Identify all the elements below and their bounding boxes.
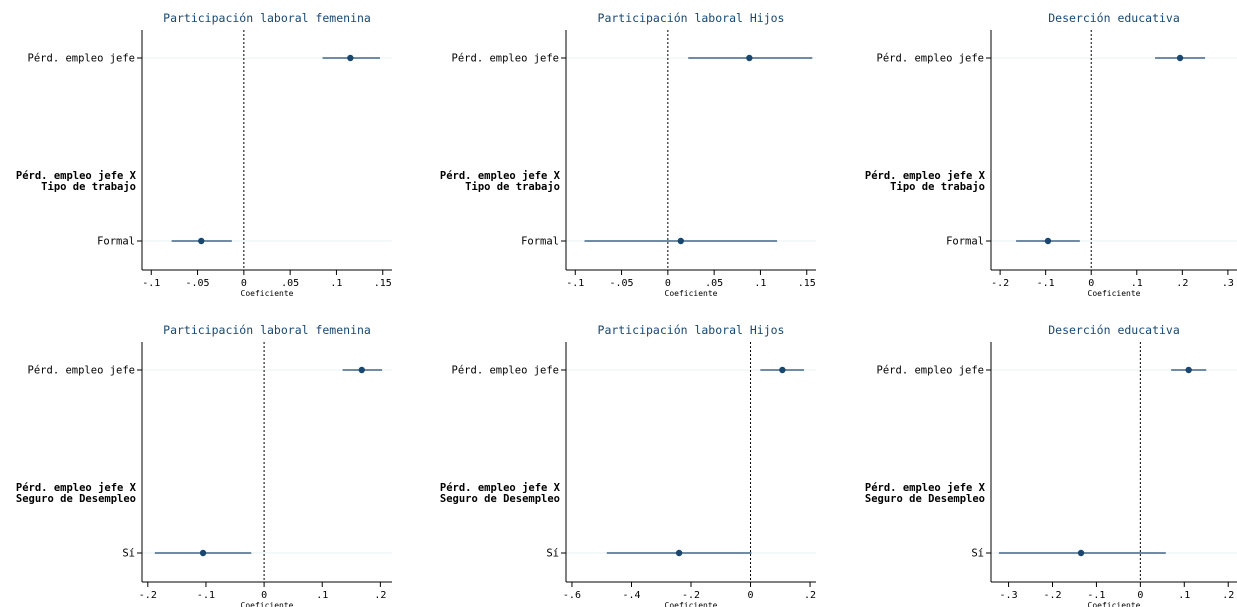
row-label: Sí (546, 548, 559, 560)
x-tick-label: .05 (705, 278, 723, 289)
group-label: Seguro de Desempleo (16, 493, 136, 505)
group-label: Pérd. empleo jefe X (440, 170, 561, 182)
panel-title: Participación laboral femenina (163, 11, 371, 25)
x-tick-label: .15 (374, 278, 392, 289)
x-axis-title: Coeficiente (665, 289, 718, 298)
x-tick-label: -.1 (142, 278, 160, 289)
point-estimate (1077, 549, 1085, 557)
point-estimate (347, 54, 354, 62)
x-tick-label: .3 (1222, 278, 1234, 289)
point-estimate (358, 366, 365, 374)
x-tick-label: .1 (330, 278, 342, 289)
row-label: Pérd. empleo jefe (28, 365, 135, 377)
x-tick-label: -.4 (622, 590, 640, 601)
x-tick-label: -.2 (139, 590, 157, 601)
x-tick-label: 0 (1137, 590, 1143, 601)
panel-3: Deserción educativa -.2 -.1 0 .1 .2 .3 Coeficie… (865, 11, 1237, 298)
row-label: Pérd. empleo jefe (877, 365, 984, 377)
point-estimate (1176, 54, 1184, 62)
x-axis-title: Coeficiente (665, 601, 718, 607)
x-tick-label: .05 (281, 278, 299, 289)
row-label: Pérd. empleo jefe (28, 53, 135, 65)
row-label: Sí (971, 548, 984, 560)
row-label: Pérd. empleo jefe (452, 365, 559, 377)
point-estimate (1185, 366, 1192, 374)
group-label: Tipo de trabajo (465, 181, 560, 193)
row-label: Pérd. empleo jefe (877, 53, 984, 65)
x-tick-label: .15 (798, 278, 816, 289)
x-tick-label: .1 (754, 278, 766, 289)
x-tick-label: -.2 (991, 278, 1009, 289)
x-tick-label: .2 (374, 590, 386, 601)
x-tick-label: -.1 (566, 278, 584, 289)
x-tick-label: .1 (1178, 590, 1190, 601)
x-tick-label: 0 (241, 278, 247, 289)
group-label: Pérd. empleo jefe X (440, 482, 561, 494)
group-label: Pérd. empleo jefe X (865, 482, 986, 494)
x-tick-label: -.2 (1043, 590, 1061, 601)
x-axis-title: Coeficiente (1088, 601, 1141, 607)
row-label: Formal (97, 236, 135, 248)
point-estimate (198, 237, 205, 245)
panel-1: Participación laboral femenina -.1 -.05 0 .0… (16, 11, 392, 298)
panel-5: Participación laboral Hijos -.6 -.4 -.2 0 .2 C… (440, 323, 816, 607)
group-label: Pérd. empleo jefe X (16, 482, 137, 494)
panel-title: Deserción educativa (1048, 323, 1180, 337)
point-estimate (675, 549, 683, 557)
x-axis-title: Coeficiente (241, 289, 294, 298)
x-tick-label: .2 (1176, 278, 1188, 289)
x-tick-label: .2 (1222, 590, 1234, 601)
row-label: Formal (521, 236, 559, 248)
x-tick-label: -.05 (186, 278, 210, 289)
x-tick-label: -.1 (1087, 590, 1105, 601)
panel-title: Deserción educativa (1048, 11, 1180, 25)
x-tick-label: 0 (665, 278, 671, 289)
x-axis-title: Coeficiente (241, 601, 294, 607)
x-tick-label: 0 (748, 590, 754, 601)
panel-title: Participación laboral Hijos (598, 11, 785, 25)
x-tick-label: -.2 (682, 590, 700, 601)
panel-6: Deserción educativa -.3 -.2 -.1 0 .1 .2 Coefici… (865, 323, 1237, 607)
row-label: Pérd. empleo jefe (452, 53, 559, 65)
point-estimate (1044, 237, 1052, 245)
x-tick-label: .1 (1131, 278, 1143, 289)
x-tick-label: -.1 (197, 590, 215, 601)
group-label: Seguro de Desempleo (865, 493, 985, 505)
group-label: Pérd. empleo jefe X (16, 170, 137, 182)
point-estimate (746, 54, 753, 62)
panel-2: Participación laboral Hijos -.1 -.05 0 .05 .1… (440, 11, 816, 298)
panel-4: Participación laboral femenina -.2 -.1 0 .1.… (16, 323, 392, 607)
panel-title: Participación laboral Hijos (598, 323, 785, 337)
row-label: Sí (122, 548, 135, 560)
x-tick-label: -.3 (1000, 590, 1018, 601)
x-tick-label: -.1 (1037, 278, 1055, 289)
x-tick-label: 0 (1088, 278, 1094, 289)
group-label: Pérd. empleo jefe X (865, 170, 986, 182)
group-label: Tipo de trabajo (890, 181, 985, 193)
x-tick-label: .1 (316, 590, 328, 601)
group-label: Seguro de Desempleo (440, 493, 560, 505)
row-label: Formal (946, 236, 984, 248)
group-label: Tipo de trabajo (41, 181, 136, 193)
x-tick-label: -.6 (563, 590, 581, 601)
point-estimate (199, 549, 207, 557)
x-axis-title: Coeficiente (1088, 289, 1141, 298)
x-tick-label: -.05 (610, 278, 634, 289)
point-estimate (677, 237, 685, 245)
x-tick-label: .2 (804, 590, 816, 601)
point-estimate (779, 366, 786, 374)
x-tick-label: 0 (261, 590, 267, 601)
panel-title: Participación laboral femenina (163, 323, 371, 337)
